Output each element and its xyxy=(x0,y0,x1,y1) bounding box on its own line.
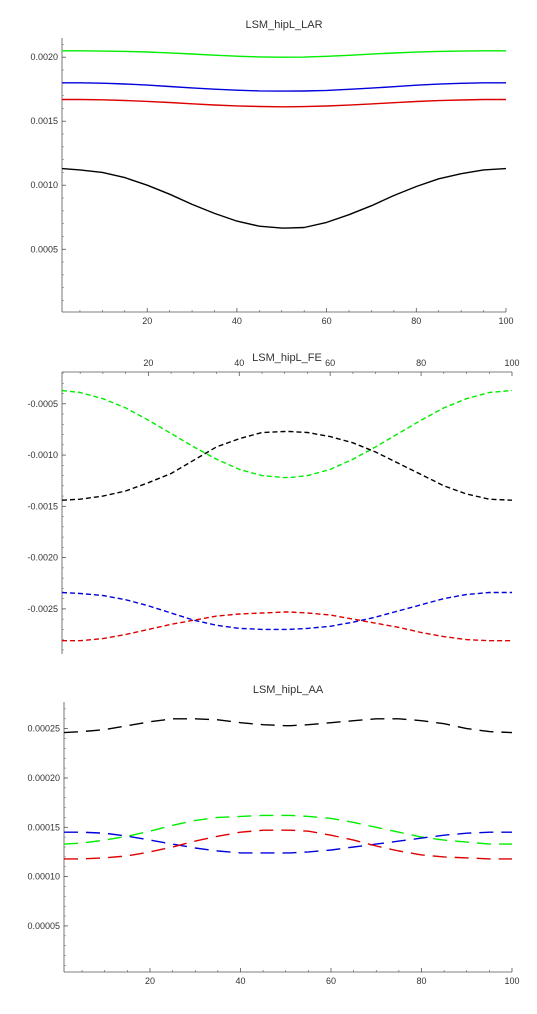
series-line-2 xyxy=(63,814,512,845)
series-line-3 xyxy=(64,831,512,854)
chart-panel-1: LSM_hipL_LAR 0.0005 0.0010 0.0015 0.0020 20 40… xyxy=(30,19,513,326)
x-tick-label: 80 xyxy=(416,976,426,986)
x-tick-label: 100 xyxy=(498,316,513,326)
series-line-3 xyxy=(62,98,506,108)
y-tick-label: 0.0020 xyxy=(30,52,58,62)
series-line-3 xyxy=(61,591,512,631)
series-line-4 xyxy=(61,167,507,229)
x-tick-label: 60 xyxy=(325,358,335,368)
y-tick-label: 0.00020 xyxy=(27,773,60,783)
y-tick-label: 0.00010 xyxy=(27,872,60,882)
y-tick-label: 0.00015 xyxy=(27,822,60,832)
y-tick-label: -0.0015 xyxy=(27,501,58,511)
x-tick-label: 40 xyxy=(235,976,245,986)
y-tick-label: 0.0005 xyxy=(30,244,58,254)
y-tick-label: -0.0005 xyxy=(27,399,58,409)
x-tick-label: 100 xyxy=(504,976,519,986)
y-tick-label: -0.0010 xyxy=(27,450,58,460)
chart-panel-2: LSM_hipL_FE -0.0005 -0.0010 -0.0015 -0.0020 -… xyxy=(27,352,520,654)
series-line-1 xyxy=(62,50,506,58)
series-line-2 xyxy=(61,430,513,501)
chart-title: LSM_hipL_AA xyxy=(253,684,324,696)
x-tick-label: 80 xyxy=(411,316,421,326)
x-tick-label: 60 xyxy=(322,316,332,326)
series-line-2 xyxy=(62,82,506,92)
y-tick-label: -0.0020 xyxy=(27,553,58,563)
series-line-1 xyxy=(63,718,513,734)
x-tick-label: 20 xyxy=(143,358,153,368)
chart-title: LSM_hipL_LAR xyxy=(245,19,322,31)
chart-panel-3: LSM_hipL_AA 0.00005 0.00010 0.00015 0.00020 0… xyxy=(27,684,519,986)
y-tick-label: 0.00025 xyxy=(27,724,60,734)
x-tick-label: 20 xyxy=(142,316,152,326)
y-tick-label: 0.0015 xyxy=(30,116,58,126)
y-tick-label: -0.0025 xyxy=(27,604,58,614)
series-line-1 xyxy=(61,389,513,479)
x-tick-label: 60 xyxy=(326,976,336,986)
x-tick-label: 40 xyxy=(232,316,242,326)
y-tick-label: 0.0010 xyxy=(30,180,58,190)
x-tick-label: 80 xyxy=(416,358,426,368)
chart-title: LSM_hipL_FE xyxy=(252,352,322,364)
series-line-4 xyxy=(64,829,512,860)
x-tick-label: 100 xyxy=(504,358,519,368)
x-tick-label: 20 xyxy=(145,976,155,986)
y-tick-label: 0.00005 xyxy=(27,921,60,931)
series-line-4 xyxy=(62,611,512,642)
x-tick-label: 40 xyxy=(234,358,244,368)
